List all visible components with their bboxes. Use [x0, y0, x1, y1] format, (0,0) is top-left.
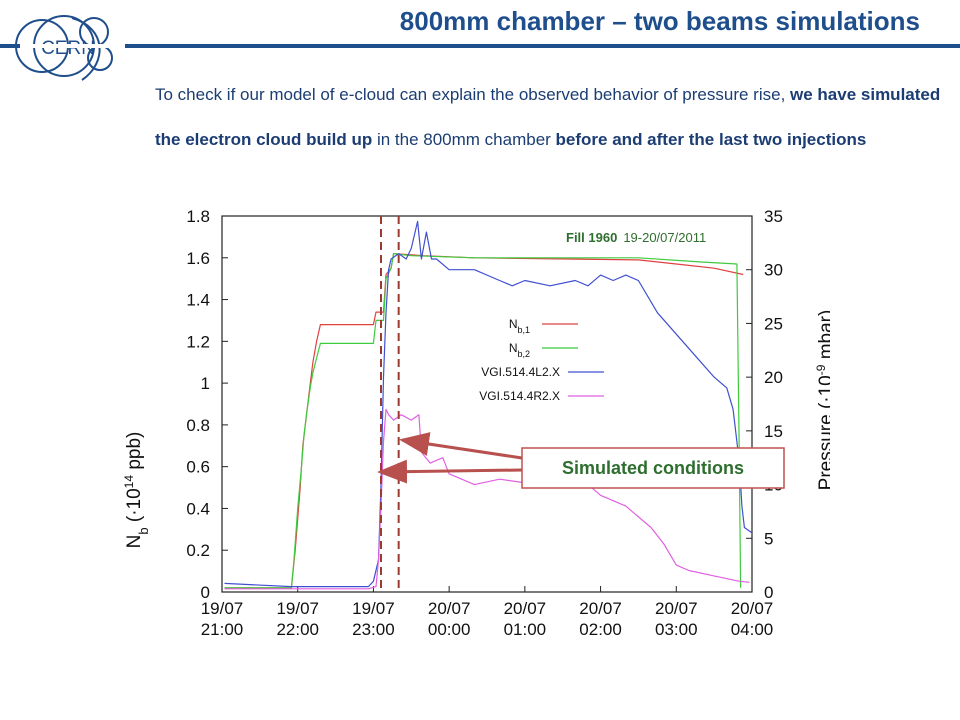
y-left-axis-title: Nb (·1014 ppb)	[122, 432, 151, 549]
legend-label-r2: VGI.514.4R2.X	[479, 389, 560, 403]
y-right-tick-label: 5	[764, 529, 773, 548]
y-right-tick-label: 35	[764, 207, 783, 226]
y-left-tick-label: 0.6	[186, 458, 210, 477]
y-right-axis-title: Pressure (·10-9 mbar)	[814, 310, 830, 491]
y-left-tick-label: 0.8	[186, 416, 210, 435]
x-tick-label-time: 04:00	[731, 620, 774, 639]
header-rule	[0, 44, 960, 48]
callout-arrow-upper	[399, 432, 523, 460]
x-tick-label-time: 02:00	[579, 620, 622, 639]
y-right-tick-label: 25	[764, 314, 783, 333]
y-left-tick-label: 1	[201, 374, 210, 393]
series-line-vgi-514-4l2-x	[224, 220, 753, 588]
legend-label-nb1: Nb,1	[509, 317, 530, 335]
x-tick-label-time: 00:00	[428, 620, 471, 639]
callout-label: Simulated conditions	[562, 458, 744, 478]
series-line-nb-2	[224, 252, 742, 589]
x-tick-label-time: 21:00	[201, 620, 244, 639]
page-title: 800mm chamber – two beams simulations	[399, 6, 920, 36]
x-tick-label-time: 03:00	[655, 620, 698, 639]
cern-logo-text: CERN	[41, 38, 95, 59]
y-right-tick-label: 20	[764, 368, 783, 387]
intro-part-1: To check if our model of e-cloud can exp…	[155, 85, 791, 104]
fill-date: 19-20/07/2011	[623, 230, 706, 245]
plot-frame	[221, 215, 753, 593]
pressure-chart: 00.20.40.60.811.21.41.61.805101520253035…	[122, 207, 830, 639]
y-left-tick-label: 0.4	[186, 499, 210, 518]
x-tick-label-date: 20/07	[655, 599, 698, 618]
x-tick-label-date: 20/07	[504, 599, 547, 618]
intro-paragraph: To check if our model of e-cloud can exp…	[155, 72, 945, 162]
intro-part-4: before and after the last two injections	[555, 130, 867, 149]
y-right-tick-label: 15	[764, 422, 783, 441]
callout-box	[521, 447, 785, 489]
callout-arrow-lower	[377, 459, 523, 484]
series-line-vgi-514-4r2-x	[224, 408, 750, 590]
x-tick-label-time: 23:00	[352, 620, 395, 639]
y-left-tick-label: 1.8	[186, 207, 210, 226]
fill-annotation: Fill 1960 19-20/07/2011	[566, 230, 706, 245]
x-tick-label-time: 01:00	[504, 620, 547, 639]
y-left-tick-label: 0	[201, 583, 210, 602]
y-left-tick-label: 1.4	[186, 291, 210, 310]
x-tick-label-date: 19/07	[276, 599, 319, 618]
y-right-tick-label: 30	[764, 261, 783, 280]
fill-label: Fill 1960	[566, 230, 617, 245]
x-tick-label-date: 20/07	[428, 599, 471, 618]
y-left-tick-label: 0.2	[186, 541, 210, 560]
x-tick-label-date: 19/07	[201, 599, 244, 618]
legend-label-l2: VGI.514.4L2.X	[481, 365, 560, 379]
x-tick-label-date: 20/07	[579, 599, 622, 618]
legend-label-nb2: Nb,2	[509, 341, 530, 359]
x-tick-label-date: 19/07	[352, 599, 395, 618]
x-tick-label-time: 22:00	[276, 620, 319, 639]
y-left-tick-label: 1.6	[186, 249, 210, 268]
series-line-nb-1	[224, 252, 744, 589]
x-tick-label-date: 20/07	[731, 599, 774, 618]
intro-part-2: we have simulated the electron cloud bui…	[155, 85, 941, 149]
intro-part-3: in the 800mm chamber	[372, 130, 556, 149]
chart-legend: Nb,1 Nb,2 VGI.514.4L2.X VGI.514.4R2.X	[479, 317, 604, 403]
y-left-tick-label: 1.2	[186, 332, 210, 351]
y-right-tick-label: 0	[764, 583, 773, 602]
